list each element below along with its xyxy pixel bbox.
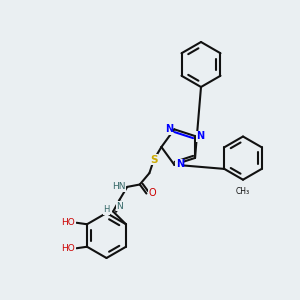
Text: N: N bbox=[196, 131, 205, 141]
Text: CH₃: CH₃ bbox=[236, 187, 250, 196]
Text: N: N bbox=[165, 124, 173, 134]
Text: O: O bbox=[149, 188, 156, 199]
Text: HN: HN bbox=[112, 182, 126, 191]
Text: HO: HO bbox=[61, 244, 75, 253]
Text: H: H bbox=[103, 206, 110, 214]
Text: S: S bbox=[150, 154, 158, 165]
Text: HO: HO bbox=[61, 218, 75, 227]
Text: N: N bbox=[176, 159, 184, 169]
Text: N: N bbox=[116, 202, 123, 211]
